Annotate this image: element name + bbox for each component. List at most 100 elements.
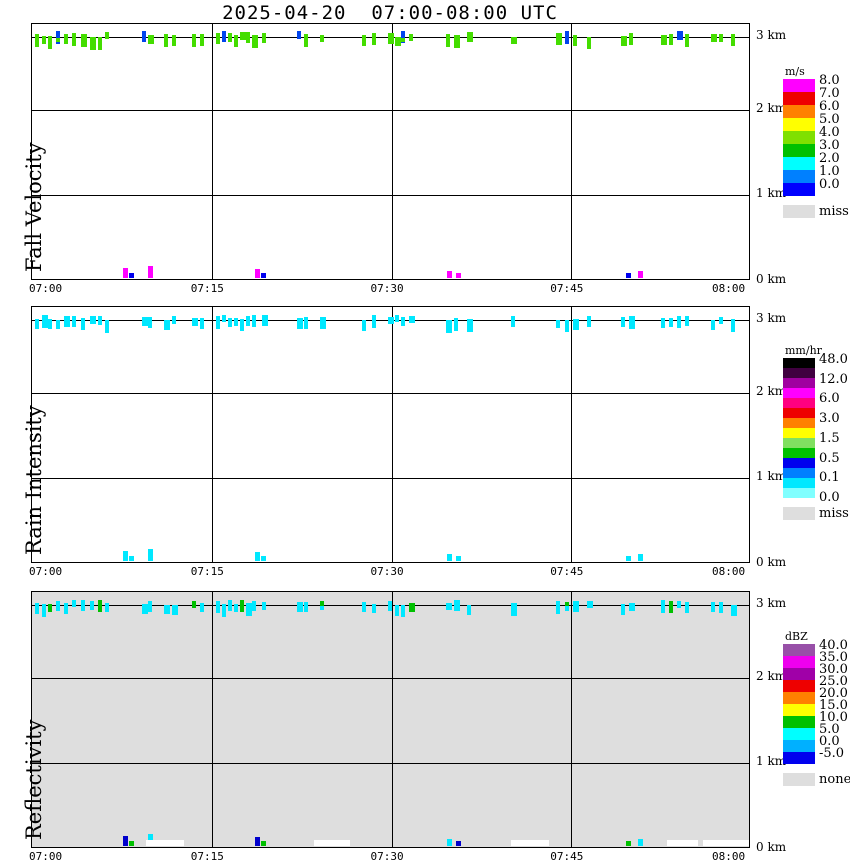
page-title: 2025-04-20 07:00-08:00 UTC	[222, 2, 558, 24]
data-mark-low	[123, 836, 128, 846]
data-mark	[216, 38, 220, 43]
data-mark-low	[626, 556, 631, 561]
data-mark	[320, 606, 324, 610]
colorbar-tick: -5.0	[819, 746, 845, 761]
data-mark	[565, 606, 569, 611]
data-mark	[401, 317, 405, 326]
panel-label-reflectivity: Reflectivity	[22, 719, 46, 840]
data-mark	[228, 318, 232, 327]
plot-area-reflectivity[interactable]	[31, 591, 750, 848]
data-mark-low	[123, 551, 128, 561]
data-mark	[372, 604, 376, 613]
data-mark	[677, 316, 681, 328]
data-mark	[661, 321, 665, 326]
gridline-vertical	[392, 307, 393, 562]
data-mark	[446, 321, 452, 329]
data-mark	[192, 34, 196, 47]
data-mark-low	[638, 839, 643, 846]
data-mark	[669, 321, 673, 327]
data-mark	[72, 321, 76, 327]
data-mark	[454, 38, 460, 44]
colorbar-swatch	[783, 478, 815, 488]
plot-area-fall-velocity[interactable]	[31, 23, 750, 280]
data-mark	[252, 315, 256, 327]
colorbar-swatches	[783, 358, 815, 498]
colorbar-missing-swatch	[783, 205, 815, 218]
x-axis-tick: 07:00	[29, 850, 63, 863]
colorbar-title: dBZ	[785, 630, 808, 643]
data-mark	[454, 318, 458, 331]
data-mark	[81, 606, 85, 611]
data-mark	[685, 34, 689, 47]
data-mark	[587, 37, 591, 49]
gridline-vertical	[571, 307, 572, 562]
gridline-vertical	[571, 24, 572, 279]
data-mark	[90, 38, 96, 46]
colorbar-tick: 1.5	[819, 430, 840, 446]
data-mark-low	[123, 268, 128, 278]
data-mark	[262, 602, 266, 609]
data-mark	[388, 38, 394, 44]
data-mark	[320, 35, 324, 42]
data-mark	[246, 38, 250, 43]
data-mark	[164, 320, 170, 330]
no-data-segment	[152, 840, 166, 846]
data-mark	[629, 316, 635, 323]
data-mark	[362, 320, 366, 331]
colorbar-swatch	[783, 644, 815, 656]
data-mark	[446, 34, 450, 47]
x-axis-tick: 07:00	[29, 282, 63, 295]
data-mark	[621, 606, 625, 611]
data-mark	[372, 321, 376, 326]
colorbar-swatch	[783, 704, 815, 716]
data-mark	[454, 606, 460, 611]
data-mark	[148, 601, 152, 612]
data-mark	[629, 321, 635, 329]
colorbar-tick: 4.0	[819, 125, 840, 140]
colorbar-swatch	[783, 428, 815, 438]
data-mark	[172, 316, 176, 324]
colorbar-swatch	[783, 656, 815, 668]
data-mark	[711, 320, 715, 330]
data-mark	[98, 37, 102, 50]
data-mark	[98, 321, 102, 325]
data-mark-low	[626, 273, 631, 278]
colorbar-swatch	[783, 378, 815, 388]
data-mark	[81, 600, 85, 610]
data-mark	[573, 321, 579, 329]
colorbar-tick: 35.0	[819, 650, 848, 665]
data-mark	[48, 321, 52, 326]
data-mark	[511, 37, 517, 44]
data-mark-low	[638, 271, 643, 278]
data-mark	[711, 606, 715, 610]
data-mark	[228, 600, 232, 607]
data-mark	[216, 316, 220, 329]
data-mark	[35, 606, 39, 614]
data-mark	[105, 32, 109, 39]
data-mark-low	[456, 841, 461, 846]
data-mark	[105, 606, 109, 610]
data-mark	[629, 606, 635, 611]
data-mark	[587, 601, 593, 608]
colorbar-swatch	[783, 680, 815, 692]
data-mark	[401, 31, 405, 43]
data-mark	[90, 601, 94, 610]
y-axis-tick: 2 km	[756, 383, 787, 398]
data-mark	[234, 604, 238, 612]
gridline-horizontal	[32, 393, 749, 394]
data-mark	[677, 31, 683, 40]
data-mark-low	[255, 552, 260, 561]
data-mark	[200, 321, 204, 329]
data-mark	[388, 601, 392, 611]
data-mark	[252, 38, 258, 44]
data-mark	[142, 606, 148, 614]
colorbar-missing-label: none	[819, 772, 850, 787]
data-mark	[42, 315, 48, 323]
data-mark	[228, 33, 232, 42]
colorbar-tick: 12.0	[819, 371, 848, 387]
data-mark	[719, 317, 723, 324]
colorbar-missing-label: miss	[819, 506, 849, 521]
data-mark	[64, 316, 70, 327]
plot-area-rain-intensity[interactable]	[31, 306, 750, 563]
colorbar-missing-swatch	[783, 507, 815, 520]
